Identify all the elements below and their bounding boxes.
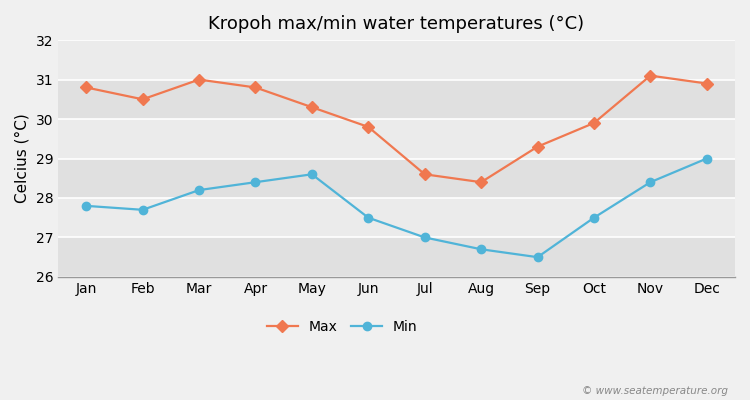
Max bbox=[82, 85, 91, 90]
Max bbox=[194, 77, 203, 82]
Min bbox=[138, 208, 147, 212]
Max bbox=[646, 73, 655, 78]
Max bbox=[138, 97, 147, 102]
Min bbox=[702, 156, 711, 161]
Max bbox=[251, 85, 260, 90]
Max bbox=[477, 180, 486, 184]
Min bbox=[364, 215, 373, 220]
Bar bbox=[58, 238, 735, 277]
Max bbox=[702, 81, 711, 86]
Min bbox=[82, 204, 91, 208]
Bar bbox=[58, 198, 735, 238]
Min bbox=[533, 255, 542, 260]
Min bbox=[646, 180, 655, 184]
Y-axis label: Celcius (°C): Celcius (°C) bbox=[15, 114, 30, 203]
Line: Max: Max bbox=[82, 72, 711, 186]
Min bbox=[194, 188, 203, 192]
Min bbox=[477, 247, 486, 252]
Bar bbox=[58, 80, 735, 119]
Max bbox=[308, 105, 316, 110]
Legend: Max, Min: Max, Min bbox=[262, 315, 423, 340]
Bar bbox=[58, 158, 735, 198]
Bar bbox=[58, 119, 735, 158]
Text: © www.seatemperature.org: © www.seatemperature.org bbox=[581, 386, 728, 396]
Title: Kropoh max/min water temperatures (°C): Kropoh max/min water temperatures (°C) bbox=[209, 15, 584, 33]
Min bbox=[251, 180, 260, 184]
Max bbox=[420, 172, 429, 177]
Min bbox=[420, 235, 429, 240]
Min bbox=[590, 215, 598, 220]
Max bbox=[533, 144, 542, 149]
Line: Min: Min bbox=[82, 154, 711, 261]
Bar bbox=[58, 40, 735, 80]
Min bbox=[308, 172, 316, 177]
Max bbox=[590, 120, 598, 125]
Max bbox=[364, 124, 373, 129]
